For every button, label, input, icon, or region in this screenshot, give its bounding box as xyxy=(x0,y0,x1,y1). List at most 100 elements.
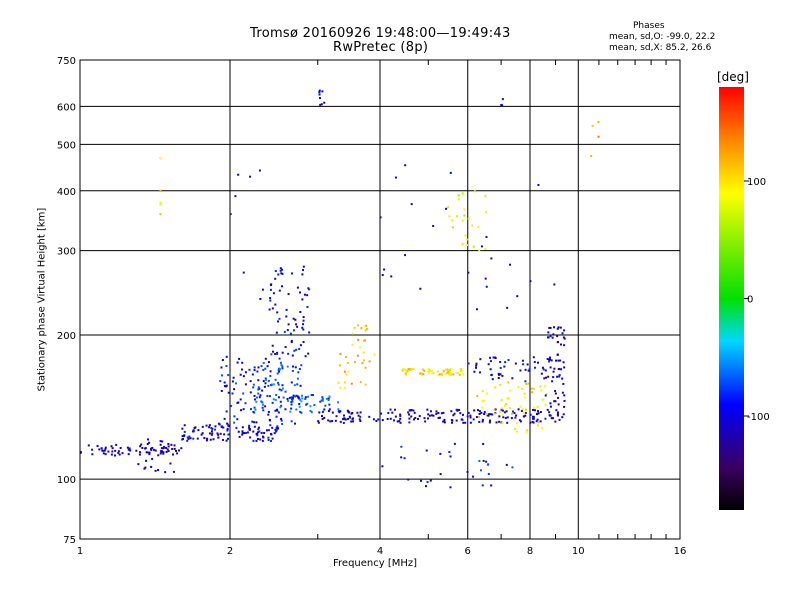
data-point xyxy=(399,413,402,416)
data-point xyxy=(414,416,417,419)
data-point xyxy=(294,422,297,425)
data-point xyxy=(271,426,274,429)
data-point xyxy=(446,371,449,374)
data-point xyxy=(266,365,269,368)
data-point xyxy=(181,427,184,430)
data-point xyxy=(274,277,277,280)
data-point xyxy=(481,420,484,423)
data-point xyxy=(501,409,504,412)
data-point xyxy=(557,359,560,362)
data-point xyxy=(523,411,526,414)
data-point xyxy=(257,388,260,391)
data-point xyxy=(219,380,222,383)
data-point xyxy=(211,427,214,430)
data-point xyxy=(419,287,422,290)
data-point xyxy=(497,373,500,376)
data-point xyxy=(166,448,169,451)
data-point xyxy=(556,341,559,344)
data-point xyxy=(145,459,148,462)
data-point xyxy=(221,359,224,362)
data-point xyxy=(563,344,566,347)
data-point xyxy=(167,445,170,448)
data-point xyxy=(244,402,247,405)
data-point xyxy=(304,355,307,358)
data-point xyxy=(225,410,228,413)
x-ticks: 1 2 4 6 8 10 16 xyxy=(77,60,686,557)
data-point xyxy=(427,413,430,416)
data-point xyxy=(301,394,304,397)
data-point xyxy=(277,411,280,414)
data-point xyxy=(278,370,281,373)
data-point xyxy=(300,364,303,367)
data-point xyxy=(510,412,513,415)
data-point xyxy=(556,335,559,338)
data-point xyxy=(337,401,340,404)
data-point xyxy=(476,395,479,398)
data-point xyxy=(255,439,258,442)
data-point xyxy=(515,430,518,433)
data-point xyxy=(209,438,212,441)
data-point xyxy=(451,226,454,229)
data-point xyxy=(267,361,270,364)
data-point xyxy=(368,415,371,418)
data-point xyxy=(475,308,478,311)
data-point xyxy=(220,366,223,369)
data-point xyxy=(452,373,455,376)
data-point xyxy=(351,343,354,346)
data-point xyxy=(287,323,290,326)
data-point xyxy=(459,412,462,415)
data-point xyxy=(519,405,522,408)
data-point xyxy=(561,416,564,419)
data-point xyxy=(368,360,371,363)
data-point xyxy=(186,436,189,439)
data-point xyxy=(281,268,284,271)
colorbar-tick-label: 100 xyxy=(747,177,766,188)
data-point xyxy=(553,283,556,286)
data-point xyxy=(362,351,365,354)
data-point xyxy=(348,411,351,414)
data-point xyxy=(173,447,176,450)
data-point xyxy=(183,424,186,427)
data-point xyxy=(483,413,486,416)
data-point xyxy=(455,371,458,374)
y-tick-label: 600 xyxy=(57,102,76,113)
data-point xyxy=(165,446,168,449)
data-point xyxy=(270,440,273,443)
data-point xyxy=(294,395,297,398)
data-point xyxy=(310,411,313,414)
data-point xyxy=(234,382,237,385)
x-tick-label: 2 xyxy=(227,546,233,557)
data-point xyxy=(557,411,560,414)
data-point xyxy=(312,394,315,397)
data-point xyxy=(491,378,494,381)
data-point xyxy=(455,215,458,218)
data-point xyxy=(167,450,170,453)
data-point xyxy=(278,368,281,371)
data-point xyxy=(307,287,310,290)
data-point xyxy=(526,429,529,432)
data-point xyxy=(323,416,326,419)
data-point xyxy=(239,398,242,401)
data-point xyxy=(516,295,519,298)
data-point xyxy=(489,368,492,371)
data-point xyxy=(549,326,552,329)
data-point xyxy=(266,395,269,398)
data-point xyxy=(512,410,515,413)
data-point xyxy=(279,361,282,364)
data-point xyxy=(337,381,340,384)
data-point xyxy=(549,358,552,361)
data-point xyxy=(517,386,520,389)
data-point xyxy=(524,368,527,371)
data-point xyxy=(210,430,213,433)
data-point xyxy=(554,400,557,403)
chart-subtitle: RwPretec (8p) xyxy=(333,40,429,55)
data-point xyxy=(536,410,539,413)
data-point xyxy=(225,384,228,387)
data-point xyxy=(280,364,283,367)
data-point xyxy=(318,91,321,94)
data-point xyxy=(407,368,410,371)
data-point xyxy=(302,323,305,326)
data-point xyxy=(299,384,302,387)
data-point xyxy=(154,449,157,452)
data-point xyxy=(159,213,162,216)
